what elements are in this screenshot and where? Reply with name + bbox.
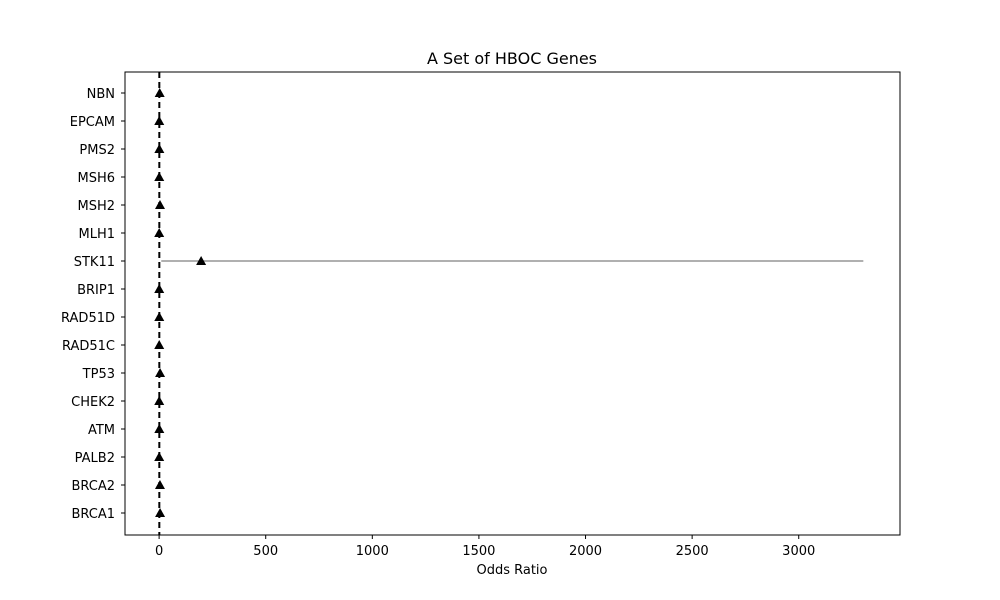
odds-ratio-marker — [155, 200, 166, 209]
odds-ratio-marker — [154, 312, 165, 321]
y-tick-label: RAD51D — [61, 311, 115, 326]
odds-ratio-marker — [154, 284, 165, 293]
y-tick-label: ATM — [88, 423, 115, 438]
x-axis-title: Odds Ratio — [476, 563, 547, 578]
y-tick-label: BRCA1 — [71, 507, 115, 522]
odds-ratio-marker — [154, 340, 165, 349]
odds-ratio-marker — [154, 88, 165, 97]
x-tick-label: 500 — [253, 544, 278, 559]
y-axis: NBN EPCAM PMS2 MSH6 MSH2 MLH1 STK11 BRIP1 RAD51D… — [61, 87, 125, 522]
odds-ratio-marker — [155, 508, 166, 517]
odds-ratio-marker — [154, 396, 165, 405]
odds-ratio-marker — [154, 172, 165, 181]
odds-ratio-marker — [155, 368, 166, 377]
x-tick-label: 2000 — [569, 544, 602, 559]
x-tick-label: 3000 — [782, 544, 815, 559]
y-tick-label: EPCAM — [70, 115, 115, 130]
odds-ratio-marker — [196, 256, 207, 265]
plot-marks — [154, 72, 864, 535]
y-tick-label: MLH1 — [78, 227, 115, 242]
plot-frame — [124, 71, 901, 536]
odds-ratio-marker — [154, 452, 165, 461]
chart-title: A Set of HBOC Genes — [427, 49, 597, 68]
y-tick-label: CHEK2 — [71, 395, 115, 410]
y-tick-label: MSH6 — [77, 171, 115, 186]
x-tick-label: 2500 — [676, 544, 709, 559]
y-tick-label: BRIP1 — [77, 283, 115, 298]
x-tick-label: 1000 — [356, 544, 389, 559]
odds-ratio-marker — [154, 228, 165, 237]
y-tick-label: RAD51C — [62, 339, 115, 354]
x-axis: 0 500 1000 1500 2000 2500 3000 — [155, 535, 815, 559]
odds-ratio-marker — [154, 424, 165, 433]
y-tick-label: PMS2 — [79, 143, 115, 158]
y-tick-label: STK11 — [74, 255, 115, 270]
x-tick-label: 1500 — [462, 544, 495, 559]
odds-ratio-marker — [154, 116, 165, 125]
y-tick-label: MSH2 — [77, 199, 115, 214]
x-tick-label: 0 — [155, 544, 163, 559]
y-tick-label: NBN — [87, 87, 115, 102]
y-tick-label: BRCA2 — [71, 479, 115, 494]
odds-ratio-marker — [154, 480, 165, 489]
y-tick-label: TP53 — [82, 367, 115, 382]
y-tick-label: PALB2 — [75, 451, 115, 466]
odds-ratio-marker — [154, 144, 165, 153]
